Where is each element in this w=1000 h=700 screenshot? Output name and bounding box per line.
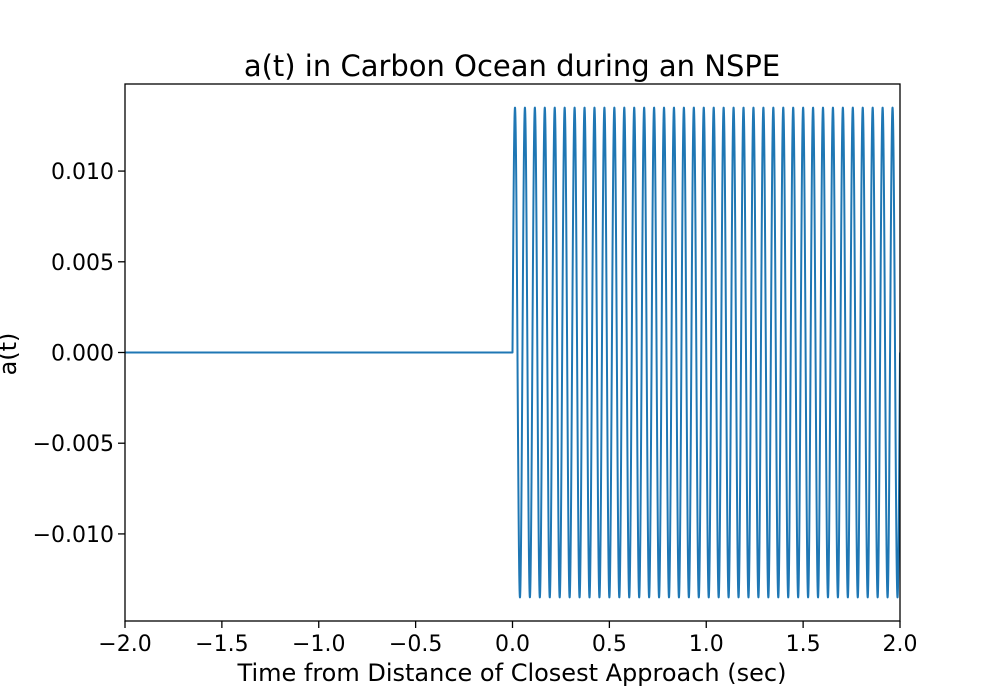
plot-area	[124, 83, 901, 622]
x-axis-label: Time from Distance of Closest Approach (…	[237, 659, 787, 687]
y-tick-label: −0.005	[33, 432, 114, 457]
x-tick-label: 1.0	[689, 632, 724, 657]
x-tick-label: 0.5	[592, 632, 627, 657]
x-tick-label: 1.5	[786, 632, 821, 657]
x-axis-ticks: −2.0 −1.5 −1.0 −0.5 0.0 0.5 1.0 1.5 2.0	[98, 621, 918, 657]
y-tick-label: −0.010	[33, 523, 114, 548]
chart-title: a(t) in Carbon Ocean during an NSPE	[244, 49, 780, 83]
x-tick-label: −0.5	[389, 632, 442, 657]
y-tick-label: 0.000	[51, 342, 114, 367]
y-axis-label: a(t)	[0, 333, 22, 376]
x-tick-label: 0.0	[495, 632, 530, 657]
y-tick-label: 0.010	[51, 160, 114, 185]
y-axis-ticks: 0.010 0.005 0.000 −0.005 −0.010	[33, 160, 125, 548]
y-tick-label: 0.005	[51, 251, 114, 276]
x-tick-label: −1.5	[195, 632, 248, 657]
x-tick-label: −2.0	[98, 632, 151, 657]
series-line	[125, 106, 900, 599]
x-tick-label: 2.0	[883, 632, 918, 657]
x-tick-label: −1.0	[292, 632, 345, 657]
